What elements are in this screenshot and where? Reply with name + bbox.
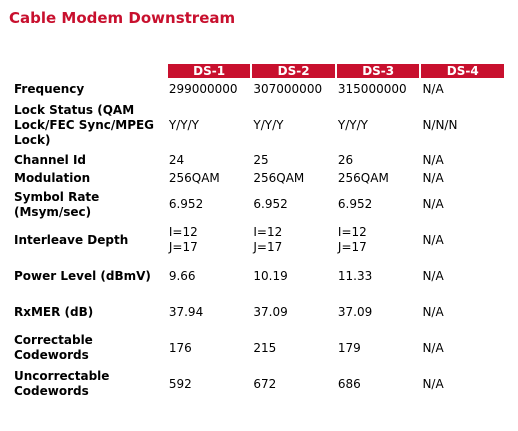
cell-symbol-rate-ds-4: N/A	[422, 197, 444, 211]
cell-channel-id-ds-1: 24	[168, 152, 185, 167]
cell-modulation-ds-3: 256QAM	[337, 170, 389, 185]
table-row: Correctable Codewords 176 215 179 N/A	[13, 331, 504, 365]
cell-lock-status-ds-1: Y/Y/Y	[168, 117, 199, 132]
cell-lock-status-ds-2: Y/Y/Y	[253, 117, 284, 132]
downstream-table: DS-1 DS-2 DS-3 DS-4 Frequency 299000000 …	[11, 62, 506, 403]
row-label-interleave-depth: Interleave Depth	[14, 232, 129, 247]
interleave-i-value: I=12	[337, 225, 367, 239]
cell-frequency-ds-1: 299000000	[168, 81, 238, 96]
table-row: RxMER (dB) 37.94 37.09 37.09 N/A	[13, 295, 504, 329]
row-label-uncorrectable-codewords: Uncorrectable Codewords	[14, 369, 110, 398]
cell-symbol-rate-ds-1: 6.952	[168, 197, 204, 211]
cell-rxmer-ds-4: N/A	[422, 304, 444, 319]
table-row: Symbol Rate (Msym/sec) 6.952 6.952 6.952…	[13, 188, 504, 221]
row-label-modulation: Modulation	[14, 170, 91, 185]
interleave-j-value: J=17	[337, 240, 367, 254]
row-label-lock-status: Lock Status (QAM Lock/FEC Sync/MPEG Lock…	[14, 102, 155, 147]
table-row: Interleave Depth I=12 J=17 I=12 J=17 I=1…	[13, 223, 504, 257]
cell-correctable-ds-1: 176	[168, 340, 192, 355]
interleave-i-value: I=12	[253, 225, 283, 239]
interleave-i-value: I=12	[168, 225, 198, 239]
table-row: Power Level (dBmV) 9.66 10.19 11.33 N/A	[13, 259, 504, 293]
cell-channel-id-ds-3: 26	[337, 152, 354, 167]
cell-uncorrectable-ds-4: N/A	[422, 376, 444, 391]
cell-interleave-depth-ds-4: N/A	[422, 232, 444, 247]
cell-modulation-ds-1: 256QAM	[168, 170, 220, 185]
table-row: Modulation 256QAM 256QAM 256QAM N/A	[13, 170, 504, 186]
header-ds-3: DS-3	[336, 64, 420, 78]
cell-power-level-ds-4: N/A	[422, 268, 444, 283]
cell-interleave-depth-ds-3: I=12 J=17	[337, 223, 420, 257]
header-ds-2: DS-2	[252, 64, 335, 78]
cell-frequency-ds-4: N/A	[422, 81, 444, 96]
row-label-channel-id: Channel Id	[14, 152, 87, 167]
cell-correctable-ds-2: 215	[253, 340, 277, 355]
table-row: Lock Status (QAM Lock/FEC Sync/MPEG Lock…	[13, 100, 504, 150]
header-blank	[13, 64, 166, 78]
cell-modulation-ds-2: 256QAM	[253, 170, 305, 185]
table-row: Frequency 299000000 307000000 315000000 …	[13, 80, 504, 98]
cell-power-level-ds-1: 9.66	[168, 268, 196, 283]
row-label-power-level: Power Level (dBmV)	[14, 268, 151, 283]
cell-channel-id-ds-4: N/A	[422, 152, 444, 167]
cell-uncorrectable-ds-2: 672	[253, 376, 277, 391]
header-ds-4: DS-4	[421, 64, 504, 78]
cell-correctable-ds-4: N/A	[422, 340, 444, 355]
cell-power-level-ds-3: 11.33	[337, 268, 373, 283]
cell-frequency-ds-3: 315000000	[337, 81, 407, 96]
table-row: Uncorrectable Codewords 592 672 686 N/A	[13, 367, 504, 401]
cell-channel-id-ds-2: 25	[253, 152, 269, 167]
cell-rxmer-ds-3: 37.09	[337, 304, 373, 319]
cell-modulation-ds-4: N/A	[422, 170, 444, 185]
cell-correctable-ds-3: 179	[337, 340, 361, 355]
table-row: Channel Id 24 25 26 N/A	[13, 152, 504, 168]
cell-uncorrectable-ds-3: 686	[337, 376, 361, 391]
interleave-j-value: J=17	[253, 240, 283, 254]
row-label-frequency: Frequency	[14, 81, 85, 96]
cell-interleave-depth-ds-1: I=12 J=17	[168, 223, 251, 257]
cell-lock-status-ds-4: N/N/N	[422, 117, 458, 132]
interleave-j-value: J=17	[168, 240, 198, 254]
cell-uncorrectable-ds-1: 592	[168, 376, 192, 391]
table-header-row: DS-1 DS-2 DS-3 DS-4	[13, 64, 504, 78]
cell-lock-status-ds-3: Y/Y/Y	[337, 117, 368, 132]
row-label-correctable-codewords: Correctable Codewords	[14, 333, 93, 362]
header-ds-1: DS-1	[167, 64, 251, 78]
page-title: Cable Modem Downstream	[9, 9, 236, 27]
cell-frequency-ds-2: 307000000	[253, 81, 323, 96]
cell-rxmer-ds-1: 37.94	[168, 304, 204, 319]
cell-symbol-rate-ds-2: 6.952	[253, 197, 288, 211]
cell-interleave-depth-ds-2: I=12 J=17	[252, 223, 335, 257]
cell-power-level-ds-2: 10.19	[253, 268, 288, 283]
row-label-rxmer: RxMER (dB)	[14, 304, 94, 319]
cell-rxmer-ds-2: 37.09	[253, 304, 288, 319]
cell-symbol-rate-ds-3: 6.952	[337, 197, 373, 211]
row-label-symbol-rate: Symbol Rate (Msym/sec)	[14, 189, 100, 219]
